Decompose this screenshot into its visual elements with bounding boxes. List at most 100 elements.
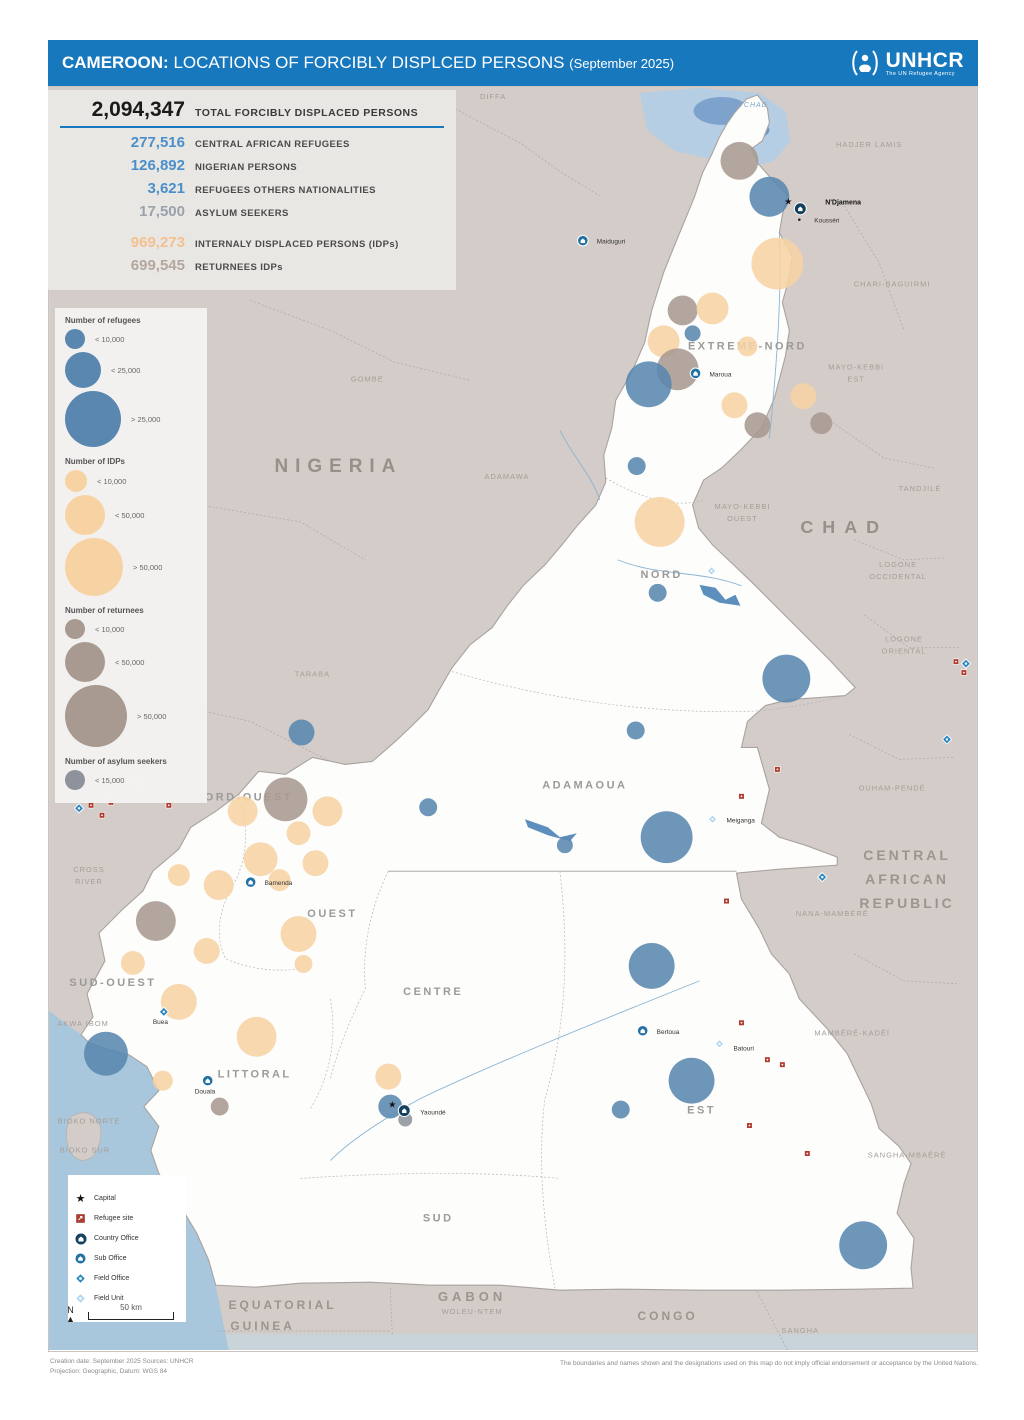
refugee-site-marker xyxy=(738,793,745,800)
bubble-idp xyxy=(243,842,278,877)
stat-label: REFUGEES OTHERS NATIONALITIES xyxy=(195,185,376,196)
refugee-site-marker xyxy=(774,766,781,773)
legend-label: Field Office xyxy=(94,1275,130,1282)
displacement-bubbles xyxy=(84,141,888,1270)
title-bar: CAMEROON: LOCATIONS OF FORCIBLY DISPLCED… xyxy=(48,40,978,86)
bubble-ref xyxy=(625,361,672,408)
city-label: Batouri xyxy=(733,1046,753,1053)
footer-line1: Creation date: September 2025 Sources: U… xyxy=(50,1358,194,1365)
refugee-site-marker xyxy=(960,669,968,676)
cameroon-boundary xyxy=(80,94,915,1291)
bubble-ret xyxy=(810,412,833,435)
stat-value: 969,273 xyxy=(130,234,185,251)
map-label: OUHAM-PENDÉ xyxy=(859,783,926,792)
bubble-idp xyxy=(227,796,258,827)
size-legend-item: < 10,000 xyxy=(65,329,199,349)
bubble-idp xyxy=(634,497,685,547)
map-label: OUEST xyxy=(727,514,758,523)
size-legend-circle xyxy=(65,352,101,388)
stat-total: 2,094,347 TOTAL FORCIBLY DISPLACED PERSO… xyxy=(60,98,444,128)
size-legend-item: < 25,000 xyxy=(65,352,199,388)
bubble-idp xyxy=(312,796,343,827)
bubble-ref xyxy=(640,811,693,864)
size-legend-title: Number of IDPs xyxy=(65,457,126,466)
bubble-ret xyxy=(135,901,176,941)
bubble-ref xyxy=(668,1057,715,1104)
bubble-ret xyxy=(744,412,771,439)
legend-label: Refugee site xyxy=(94,1215,134,1222)
bubble-idp xyxy=(280,916,317,952)
size-legend-circle xyxy=(65,770,85,790)
size-legend-circle xyxy=(65,329,85,349)
map-label: GUINEA xyxy=(230,1319,295,1333)
bubble-ref xyxy=(626,721,645,740)
map-label: DIFFA xyxy=(480,92,506,101)
map-label: GABON xyxy=(438,1289,506,1304)
capital-star-icon: ★ xyxy=(388,1100,396,1110)
map-label: LOGONE xyxy=(879,560,917,569)
refugee-sites xyxy=(87,658,968,1157)
size-legend-item: < 50,000 xyxy=(65,495,199,535)
size-legend-item: < 10,000 xyxy=(65,470,199,492)
map-label: MAYO-KEBBI xyxy=(828,362,884,371)
bubble-idp xyxy=(721,392,748,419)
city-label: Yaoundé xyxy=(420,1110,446,1117)
stat-label: RETURNEES IDPs xyxy=(195,262,283,273)
bubble-ret xyxy=(720,141,759,180)
office-so-icon xyxy=(244,876,257,888)
office-co-icon xyxy=(397,1104,411,1118)
stat-label: INTERNALY DISPLACED PERSONS (IDPs) xyxy=(195,239,399,250)
legend-row-refugee-site: Refugee site xyxy=(74,1212,180,1225)
bubble-idp xyxy=(286,821,311,846)
neighbor-boundaries xyxy=(150,108,959,1351)
footer-line2: Projection: Geographic, Datum: WGS 84 xyxy=(50,1367,168,1375)
unhcr-tagline: The UN Refugee Agency xyxy=(885,70,955,77)
stat-total-value: 2,094,347 xyxy=(91,98,185,121)
bubble-ref xyxy=(288,719,315,746)
bubble-idp xyxy=(302,850,329,877)
office-so-icon xyxy=(689,367,702,380)
stat-rows: 277,516 CENTRAL AFRICAN REFUGEES 126,892 NI… xyxy=(60,134,444,274)
city-label: Douala xyxy=(195,1089,216,1096)
legend-label: Sub Office xyxy=(94,1255,127,1262)
refugee-site-marker xyxy=(98,812,106,819)
legend-row-sub-office: Sub Office xyxy=(74,1252,180,1265)
bubble-ret xyxy=(263,777,308,822)
size-legend-label: > 50,000 xyxy=(133,562,163,572)
city-label: Meiganga xyxy=(726,817,755,824)
stat-value: 126,892 xyxy=(130,157,185,174)
map-label: CONGO xyxy=(638,1309,698,1323)
office-fu-icon xyxy=(706,566,717,576)
bubble-ref xyxy=(627,457,646,476)
map-label: NORD xyxy=(641,569,683,581)
map-label: CENTRE xyxy=(403,986,463,998)
size-legend-circle xyxy=(65,685,127,747)
legend-label: Field Unit xyxy=(94,1295,124,1302)
city-label: Bamenda xyxy=(265,880,293,887)
size-legend-label: > 25,000 xyxy=(131,414,161,424)
map-label: SANGHA-MBAÉRÉ xyxy=(868,1150,947,1159)
bubble-ref xyxy=(749,176,790,217)
refugee-site-marker xyxy=(779,1061,786,1068)
map-label: HADJER LAMIS xyxy=(836,140,902,149)
stat-row: 277,516 CENTRAL AFRICAN REFUGEES xyxy=(60,134,444,151)
title-country: CAMEROON: xyxy=(62,53,169,72)
bubble-ref xyxy=(684,325,701,342)
bubble-ref xyxy=(648,583,667,602)
city-label: Buea xyxy=(153,1019,169,1026)
office-fu-icon xyxy=(707,814,718,825)
size-legend-label: < 10,000 xyxy=(97,476,127,486)
stat-row: 17,500 ASYLUM SEEKERS xyxy=(60,203,444,220)
size-legend-label: > 50,000 xyxy=(137,711,167,721)
country-office-icon xyxy=(74,1232,87,1245)
footer-credits: Creation date: September 2025 Sources: U… xyxy=(50,1357,193,1377)
map-label: REPUBLIC xyxy=(859,895,954,911)
size-legend-label: < 15,000 xyxy=(95,775,125,785)
title-text: LOCATIONS OF FORCIBLY DISPLCED PERSONS xyxy=(168,53,570,72)
bubble-ret xyxy=(210,1097,229,1116)
size-legend-item: < 50,000 xyxy=(65,642,199,682)
office-so-icon xyxy=(577,234,589,247)
refugee-site-marker xyxy=(952,658,960,665)
map-label: RIVER xyxy=(75,877,103,886)
stat-total-label: TOTAL FORCIBLY DISPLACED PERSONS xyxy=(195,107,419,119)
